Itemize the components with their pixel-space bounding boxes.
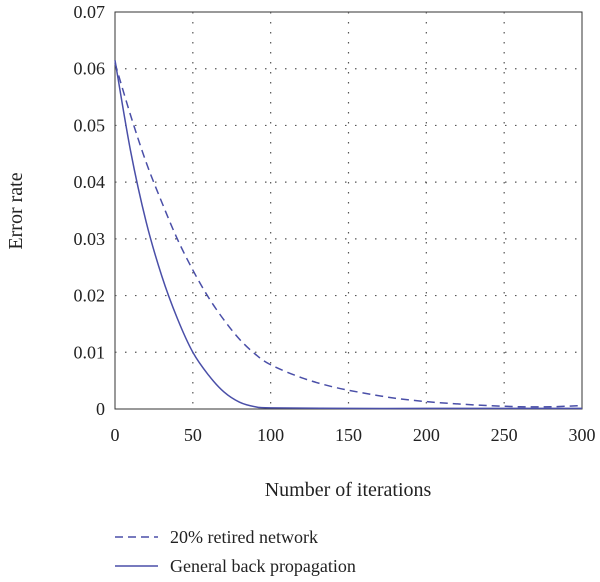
y-tick-label: 0.07 [74, 2, 106, 22]
x-tick-label: 150 [335, 425, 362, 445]
x-tick-label: 100 [257, 425, 284, 445]
y-tick-label: 0.03 [74, 229, 106, 249]
y-tick-label: 0 [96, 399, 105, 419]
plot-area [114, 11, 583, 410]
x-axis-title: Number of iterations [265, 479, 432, 501]
x-tick-label: 200 [413, 425, 440, 445]
y-tick-label: 0.04 [74, 172, 106, 192]
y-tick-label: 0.01 [74, 342, 106, 362]
series-lines [114, 60, 583, 410]
series-line-retired-network [114, 62, 583, 408]
legend-label-retired-network: 20% retired network [170, 527, 318, 547]
series-line-back-propagation [114, 60, 582, 410]
x-tick-label: 0 [111, 425, 120, 445]
y-tick-label: 0.06 [74, 59, 106, 79]
y-axis-title: Error rate [5, 172, 27, 249]
y-tick-label: 0.02 [74, 286, 106, 306]
grid-lines [115, 12, 582, 409]
x-tick-label: 50 [184, 425, 202, 445]
y-tick-label: 0.05 [74, 115, 106, 135]
legend: 20% retired network General back propaga… [115, 527, 356, 576]
legend-label-back-propagation: General back propagation [170, 556, 356, 576]
axis-ticks: 0 50 100 150 200 250 300 0 0.01 0.02 0.03 0.04 0.05 0… [74, 2, 596, 445]
x-tick-label: 250 [491, 425, 518, 445]
x-tick-label: 300 [569, 425, 596, 445]
